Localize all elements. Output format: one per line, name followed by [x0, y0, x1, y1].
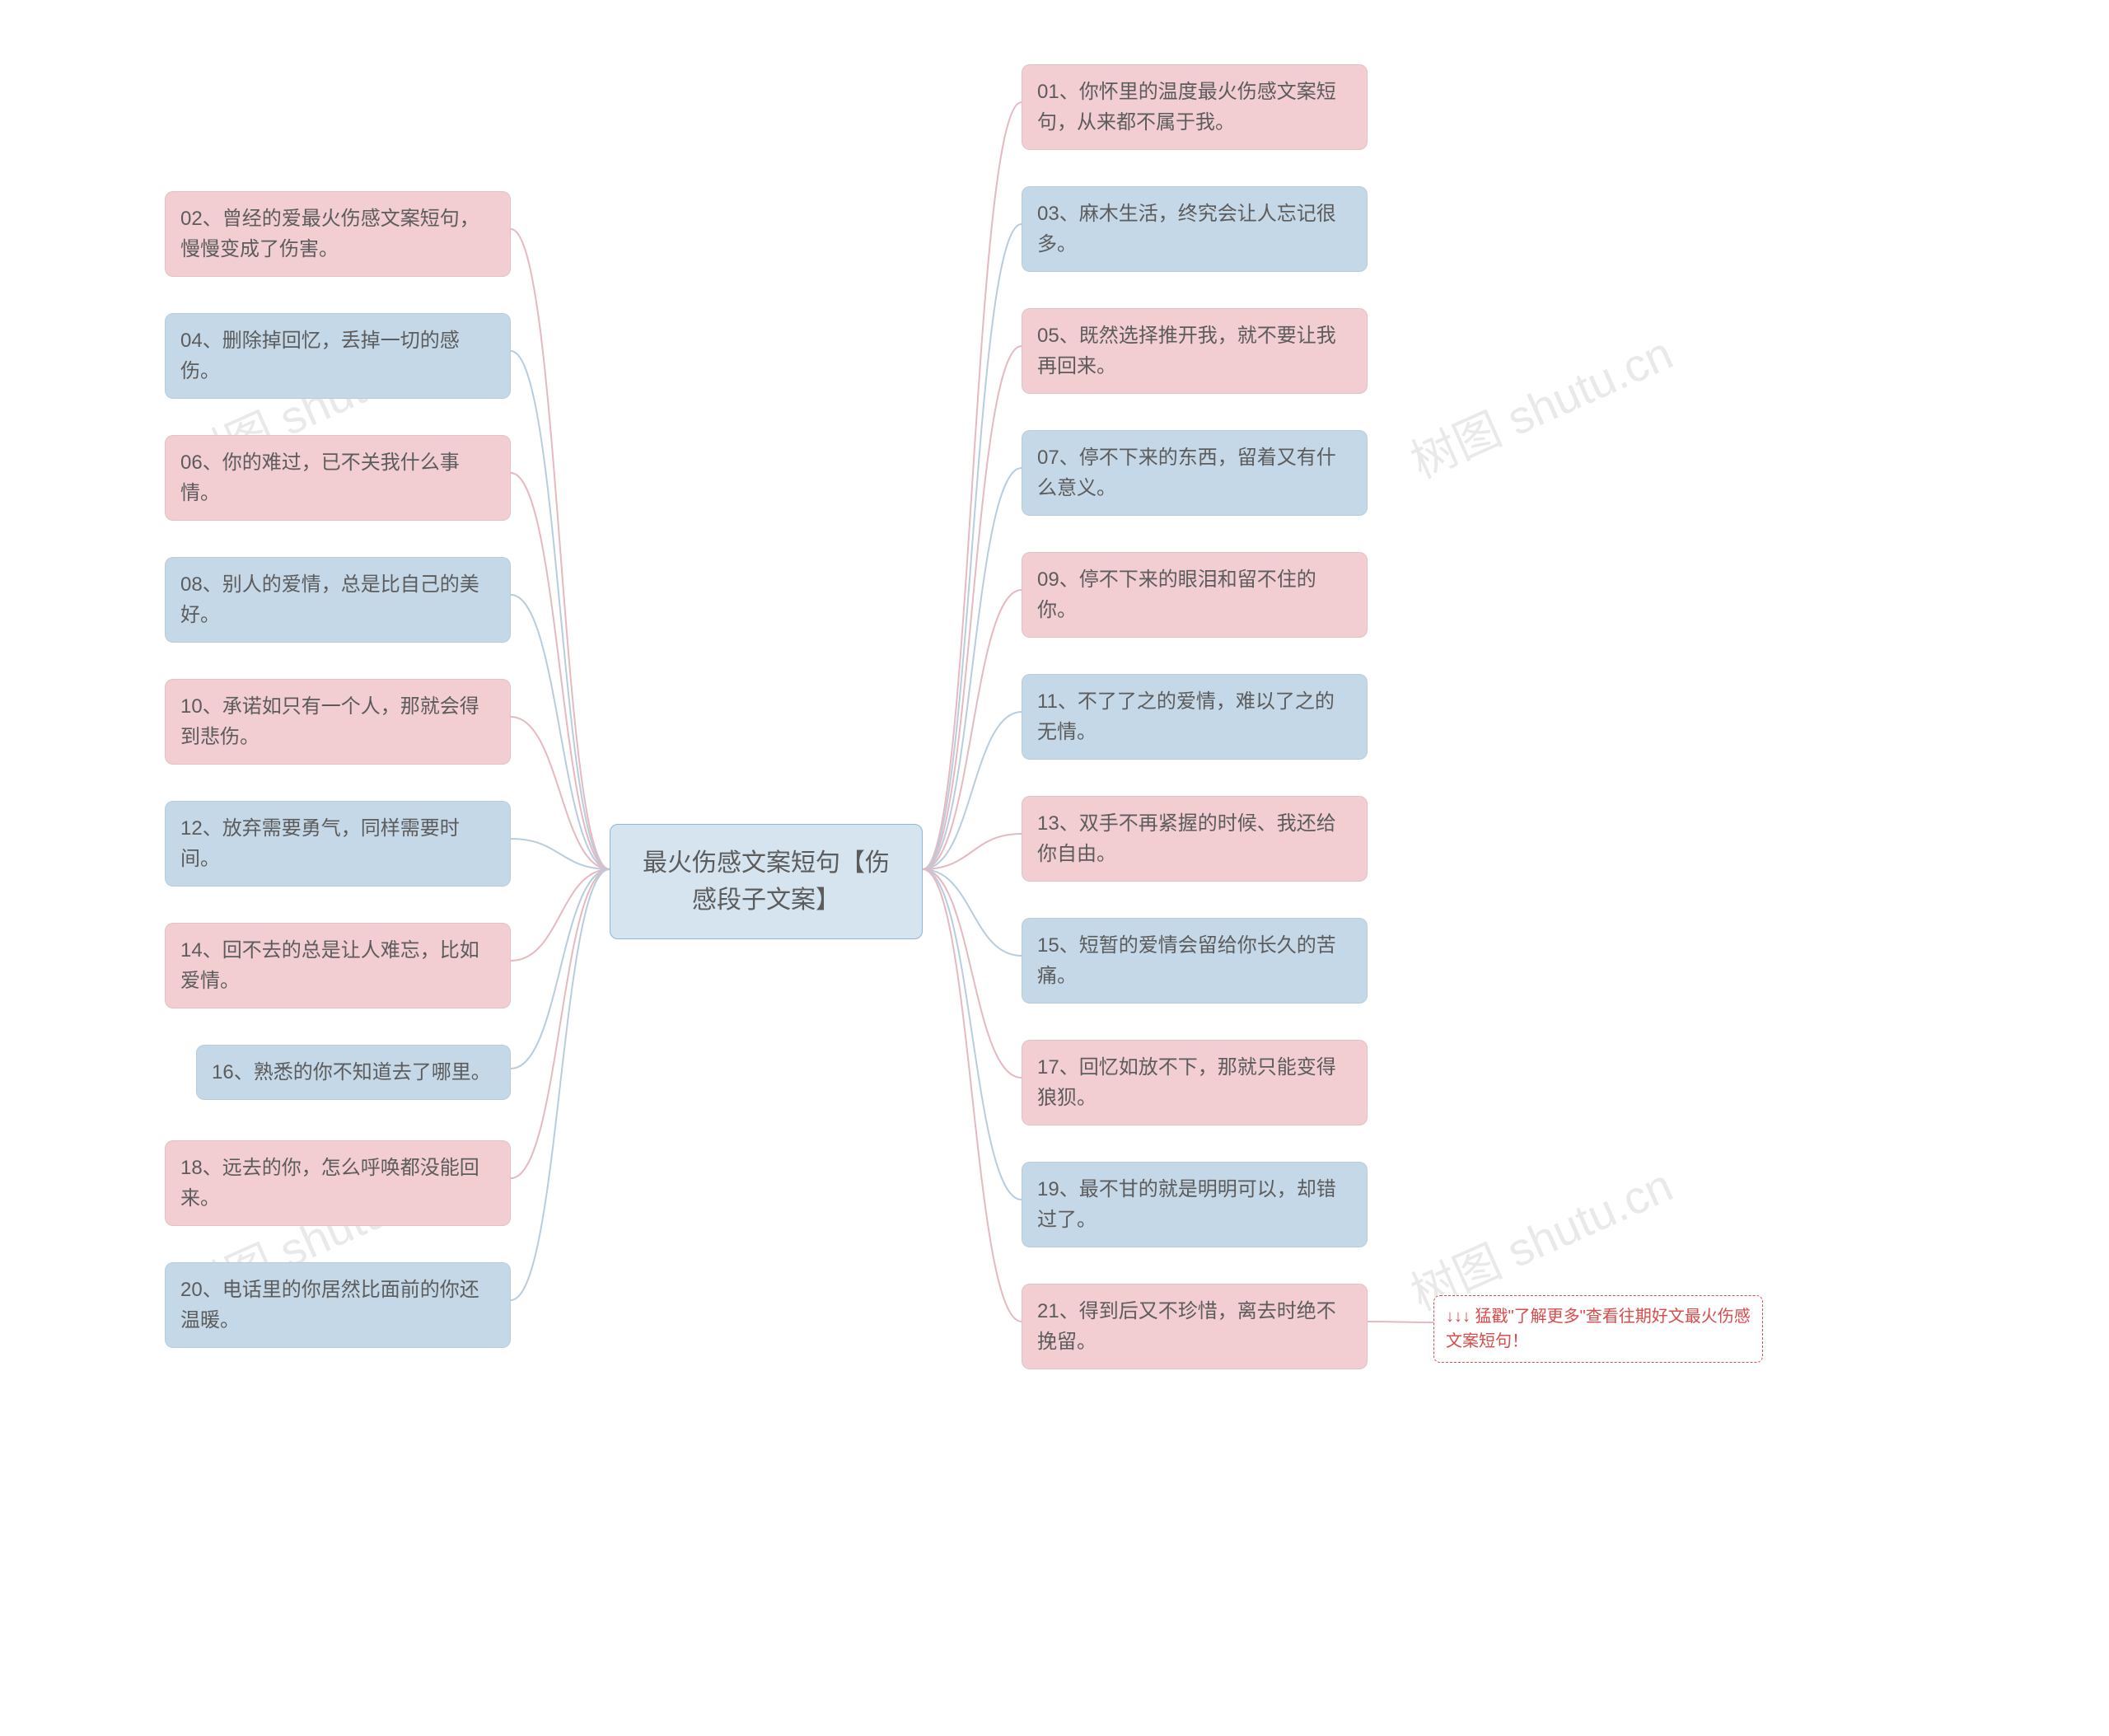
- right-node[interactable]: 07、停不下来的东西，留着又有什么意义。: [1022, 430, 1368, 516]
- left-node[interactable]: 16、熟悉的你不知道去了哪里。: [196, 1045, 511, 1100]
- left-node[interactable]: 06、你的难过，已不关我什么事情。: [165, 435, 511, 521]
- right-node[interactable]: 05、既然选择推开我，就不要让我再回来。: [1022, 308, 1368, 394]
- left-node[interactable]: 18、远去的你，怎么呼唤都没能回来。: [165, 1140, 511, 1226]
- mindmap-canvas: 树图 shutu.cn树图 shutu.cn树图 shutu.cn树图 shut…: [0, 0, 2109, 1736]
- right-node[interactable]: 01、你怀里的温度最火伤感文案短句，从来都不属于我。: [1022, 64, 1368, 150]
- detail-note[interactable]: ↓↓↓ 猛戳"了解更多"查看往期好文最火伤感文案短句！: [1433, 1295, 1763, 1363]
- right-node[interactable]: 13、双手不再紧握的时候、我还给你自由。: [1022, 796, 1368, 882]
- right-node[interactable]: 17、回忆如放不下，那就只能变得狼狈。: [1022, 1040, 1368, 1125]
- right-node[interactable]: 03、麻木生活，终究会让人忘记很多。: [1022, 186, 1368, 272]
- right-node[interactable]: 15、短暂的爱情会留给你长久的苦痛。: [1022, 918, 1368, 1004]
- left-node[interactable]: 08、别人的爱情，总是比自己的美好。: [165, 557, 511, 643]
- right-node[interactable]: 09、停不下来的眼泪和留不住的你。: [1022, 552, 1368, 638]
- right-node[interactable]: 11、不了了之的爱情，难以了之的无情。: [1022, 674, 1368, 760]
- center-topic[interactable]: 最火伤感文案短句【伤感段子文案】: [610, 824, 923, 939]
- right-node[interactable]: 19、最不甘的就是明明可以，却错过了。: [1022, 1162, 1368, 1247]
- left-node[interactable]: 04、删除掉回忆，丢掉一切的感伤。: [165, 313, 511, 399]
- left-node[interactable]: 12、放弃需要勇气，同样需要时间。: [165, 801, 511, 887]
- left-node[interactable]: 20、电话里的你居然比面前的你还温暖。: [165, 1262, 511, 1348]
- watermark: 树图 shutu.cn: [1399, 317, 1681, 492]
- left-node[interactable]: 10、承诺如只有一个人，那就会得到悲伤。: [165, 679, 511, 765]
- left-node[interactable]: 14、回不去的总是让人难忘，比如爱情。: [165, 923, 511, 1008]
- right-node[interactable]: 21、得到后又不珍惜，离去时绝不挽留。: [1022, 1284, 1368, 1369]
- left-node[interactable]: 02、曾经的爱最火伤感文案短句，慢慢变成了伤害。: [165, 191, 511, 277]
